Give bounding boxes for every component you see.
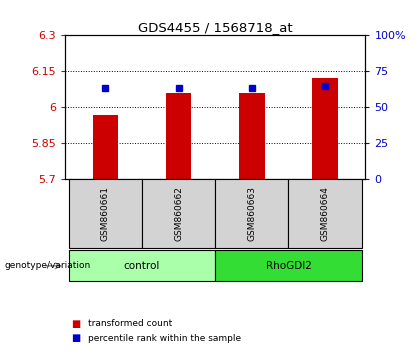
Bar: [69, 179, 142, 248]
Text: GSM860661: GSM860661: [101, 186, 110, 241]
Text: transformed count: transformed count: [88, 319, 173, 329]
Text: control: control: [124, 261, 160, 271]
Bar: [166, 93, 192, 179]
Text: genotype/variation: genotype/variation: [4, 261, 90, 270]
Text: ■: ■: [71, 333, 81, 343]
Text: RhoGDI2: RhoGDI2: [265, 261, 312, 271]
Bar: [215, 250, 362, 281]
Bar: [289, 179, 362, 248]
Bar: [239, 93, 265, 179]
Bar: [69, 250, 215, 281]
Text: GSM860662: GSM860662: [174, 186, 183, 241]
Bar: [215, 179, 289, 248]
Bar: [312, 78, 338, 179]
Title: GDS4455 / 1568718_at: GDS4455 / 1568718_at: [138, 21, 293, 34]
Text: GSM860663: GSM860663: [247, 186, 256, 241]
Text: GSM860664: GSM860664: [320, 186, 330, 241]
Bar: [92, 115, 118, 179]
Text: percentile rank within the sample: percentile rank within the sample: [88, 333, 242, 343]
Bar: [142, 179, 215, 248]
Text: ■: ■: [71, 319, 81, 329]
